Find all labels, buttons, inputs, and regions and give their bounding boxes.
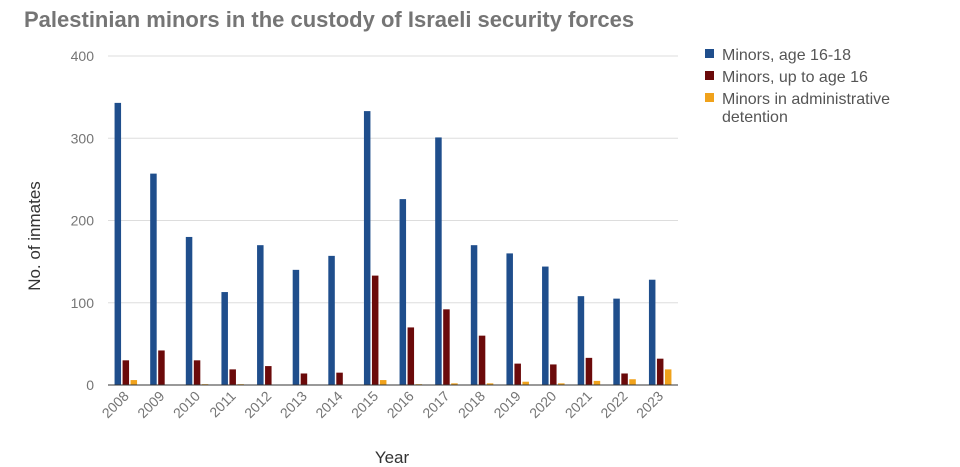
- bar-2014-series-1: [328, 255, 335, 385]
- bar-2020-series-3: [558, 383, 565, 385]
- bar-2019-series-2: [514, 363, 521, 385]
- x-axis-ticks: 2008 2009 2010 2011 2012 2013 2014 2015 2016 2017…: [99, 388, 667, 421]
- x-tick-label: 2020: [526, 388, 559, 421]
- bar-2021-series-2: [585, 357, 593, 385]
- bar-2019-series-1: [506, 253, 513, 385]
- chart-title: Palestinian minors in the custody of Isr…: [24, 7, 634, 32]
- bar-2023-series-2: [656, 358, 664, 385]
- bar-2011-series-1: [221, 292, 228, 385]
- bar-2018-series-1: [470, 245, 478, 385]
- bar-2015-series-1: [363, 111, 371, 386]
- bar-2008-series-1: [114, 102, 122, 385]
- bar-2022-series-3: [629, 379, 636, 385]
- bar-2013-series-2: [300, 373, 308, 385]
- bar-2015-series-3: [379, 380, 387, 385]
- bar-2009-series-1: [150, 173, 157, 385]
- x-tick-label: 2010: [170, 388, 203, 421]
- bar-2017-series-3: [451, 383, 458, 385]
- legend-label: Minors, age 16-18: [722, 47, 851, 64]
- bar-2021-series-3: [593, 380, 601, 385]
- bar-2008-series-3: [130, 380, 138, 385]
- x-tick-label: 2014: [312, 388, 345, 421]
- bar-2018-series-3: [486, 383, 494, 385]
- x-tick-label: 2023: [633, 388, 666, 421]
- bar-2020-series-1: [542, 266, 549, 385]
- bar-2008-series-2: [122, 360, 130, 385]
- y-axis-ticks: 0 100 200 300 400: [71, 48, 95, 393]
- bar-2022-series-1: [613, 298, 620, 385]
- x-tick-label: 2016: [384, 388, 417, 421]
- x-tick-label: 2011: [206, 388, 239, 421]
- bar-2022-series-2: [621, 373, 628, 385]
- bar-2019-series-3: [522, 381, 529, 385]
- gridlines: [108, 55, 678, 304]
- legend: Minors, age 16-18 Minors, up to age 16 Min…: [705, 47, 890, 126]
- x-tick-label: 2008: [99, 388, 132, 421]
- bar-2017-series-1: [435, 137, 442, 385]
- y-axis-label: No. of inmates: [25, 181, 44, 291]
- bars: [114, 102, 672, 386]
- y-tick-label: 100: [71, 295, 95, 311]
- bar-2018-series-2: [478, 335, 486, 385]
- legend-swatch: [705, 71, 714, 80]
- x-tick-label: 2012: [241, 388, 274, 421]
- bar-2012-series-2: [265, 366, 272, 385]
- x-tick-label: 2015: [348, 388, 381, 421]
- bar-2009-series-2: [158, 350, 165, 385]
- bar-2023-series-1: [648, 279, 656, 385]
- y-tick-label: 200: [71, 213, 95, 229]
- bar-2014-series-2: [336, 372, 343, 385]
- bar-2020-series-2: [550, 364, 557, 385]
- x-tick-label: 2017: [419, 388, 452, 421]
- bar-2021-series-1: [577, 296, 585, 385]
- bar-2011-series-2: [229, 369, 236, 385]
- legend-label: Minors in administrative detention: [722, 91, 890, 126]
- bar-2016-series-2: [407, 327, 415, 385]
- x-tick-label: 2019: [490, 388, 523, 421]
- x-tick-label: 2018: [455, 388, 488, 421]
- x-tick-label: 2022: [597, 388, 630, 421]
- x-tick-label: 2021: [562, 388, 595, 421]
- bar-2010-series-2: [193, 360, 201, 385]
- x-tick-label: 2013: [277, 388, 310, 421]
- x-tick-label: 2009: [134, 388, 167, 421]
- legend-swatch: [705, 93, 714, 102]
- bar-2015-series-2: [371, 275, 379, 385]
- bar-2017-series-2: [443, 309, 450, 385]
- bar-2013-series-1: [292, 269, 300, 385]
- bar-2012-series-1: [257, 245, 264, 385]
- y-tick-label: 0: [86, 377, 94, 393]
- legend-swatch: [705, 49, 714, 58]
- bar-2010-series-1: [185, 236, 193, 385]
- y-tick-label: 300: [71, 130, 95, 146]
- legend-label: Minors, up to age 16: [722, 69, 868, 86]
- bar-2023-series-3: [664, 369, 672, 385]
- x-axis-label: Year: [375, 448, 410, 467]
- bar-2016-series-1: [399, 199, 407, 385]
- y-tick-label: 400: [71, 48, 95, 64]
